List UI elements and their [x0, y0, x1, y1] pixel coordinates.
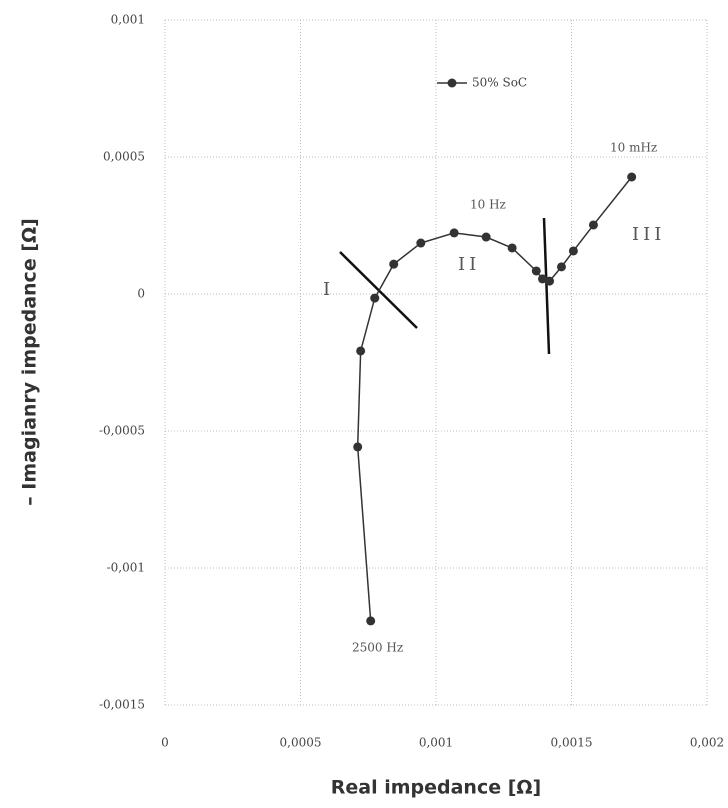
data-point — [588, 220, 598, 230]
region-label: III — [632, 224, 665, 245]
legend-marker — [447, 78, 457, 88]
data-point — [366, 616, 376, 626]
region-label: I — [323, 279, 334, 300]
annotation: 10 mHz — [610, 141, 657, 155]
y-axis-title: – Imagianry impedance [Ω] — [19, 218, 41, 506]
y-tick-label: 0 — [137, 287, 145, 301]
y-tick-label: 0,001 — [111, 13, 145, 27]
data-point — [556, 262, 566, 272]
data-point — [538, 274, 548, 284]
y-tick-label: -0,001 — [107, 561, 145, 575]
x-axis-title: Real impedance [Ω] — [331, 777, 542, 799]
data-point — [545, 276, 555, 286]
y-tick-label: 0,0005 — [103, 150, 145, 164]
y-tick-label: -0,0015 — [99, 698, 145, 712]
y-tick-label: -0,0005 — [99, 424, 145, 438]
x-tick-label: 0,002 — [690, 736, 724, 750]
data-point — [353, 442, 363, 452]
x-tick-label: 0,0005 — [280, 736, 322, 750]
data-point — [449, 228, 459, 238]
data-point — [481, 232, 491, 242]
legend-label: 50% SoC — [472, 76, 527, 90]
data-point — [416, 238, 426, 248]
data-point — [507, 243, 517, 253]
series-line — [356, 176, 633, 621]
x-tick-label: 0 — [161, 736, 169, 750]
annotation: 10 Hz — [470, 198, 506, 212]
data-point — [568, 246, 578, 256]
region-label: II — [458, 254, 480, 275]
data-point — [389, 259, 399, 269]
data-point — [356, 346, 366, 356]
data-point — [627, 172, 637, 182]
data-point — [531, 266, 541, 276]
annotation: 2500 Hz — [352, 641, 403, 655]
x-tick-label: 0,001 — [419, 736, 453, 750]
x-tick-label: 0,0015 — [551, 736, 593, 750]
region-divider — [542, 217, 551, 355]
data-point — [370, 293, 380, 303]
